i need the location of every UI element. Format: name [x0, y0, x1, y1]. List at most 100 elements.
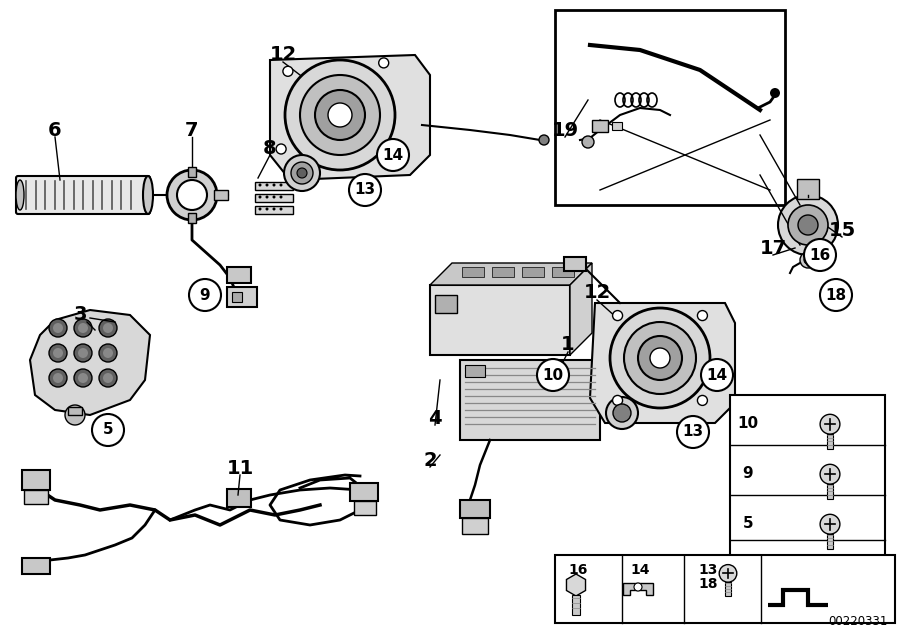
Bar [354, 501, 376, 515]
Circle shape [78, 348, 88, 358]
Circle shape [315, 90, 365, 140]
Bar [462, 267, 484, 277]
Bar [255, 182, 293, 190]
Bar [24, 490, 48, 504]
Circle shape [273, 184, 275, 186]
Circle shape [49, 319, 67, 337]
Circle shape [638, 336, 682, 380]
Circle shape [53, 348, 63, 358]
Circle shape [53, 373, 63, 383]
Circle shape [65, 405, 85, 425]
FancyBboxPatch shape [797, 179, 819, 199]
Circle shape [798, 215, 818, 235]
Text: 3: 3 [73, 305, 86, 324]
Text: 5: 5 [742, 516, 753, 530]
Bar [572, 595, 580, 615]
Bar [465, 365, 485, 377]
Text: 13: 13 [355, 183, 375, 198]
Bar [827, 434, 833, 450]
Bar [725, 582, 731, 596]
Bar [255, 194, 293, 202]
Circle shape [92, 414, 124, 446]
Polygon shape [590, 303, 735, 423]
Text: 15: 15 [828, 221, 856, 240]
Circle shape [258, 195, 262, 198]
Circle shape [582, 136, 594, 148]
Circle shape [283, 66, 293, 76]
Text: 6: 6 [49, 120, 62, 139]
Circle shape [266, 207, 268, 211]
Bar [612, 122, 622, 130]
Circle shape [291, 162, 313, 184]
Circle shape [99, 369, 117, 387]
Bar [214, 190, 228, 200]
Circle shape [377, 139, 409, 171]
Circle shape [820, 515, 840, 534]
Bar [188, 213, 196, 223]
Text: 10: 10 [737, 415, 759, 431]
Text: 18: 18 [698, 577, 717, 591]
Polygon shape [623, 583, 653, 595]
Text: 4: 4 [428, 408, 442, 427]
Circle shape [537, 359, 569, 391]
Circle shape [189, 279, 221, 311]
Polygon shape [30, 310, 150, 415]
Circle shape [74, 344, 92, 362]
Circle shape [677, 416, 709, 448]
Text: 14: 14 [706, 368, 727, 382]
FancyBboxPatch shape [16, 176, 150, 214]
Circle shape [650, 348, 670, 368]
Text: 13: 13 [698, 563, 717, 577]
Bar [827, 534, 833, 550]
FancyBboxPatch shape [227, 267, 251, 283]
Bar [462, 518, 488, 534]
Circle shape [606, 397, 638, 429]
Bar [232, 292, 242, 302]
Bar [460, 360, 600, 440]
Circle shape [99, 319, 117, 337]
Circle shape [770, 88, 780, 98]
Ellipse shape [143, 176, 153, 214]
Text: 11: 11 [227, 459, 254, 478]
Circle shape [78, 323, 88, 333]
FancyBboxPatch shape [227, 489, 251, 507]
Text: 7: 7 [185, 120, 199, 139]
Text: 13: 13 [682, 424, 704, 439]
Circle shape [276, 144, 286, 154]
Circle shape [804, 256, 812, 264]
Circle shape [285, 60, 395, 170]
Bar [492, 267, 514, 277]
Circle shape [701, 359, 733, 391]
Circle shape [379, 58, 389, 68]
Circle shape [103, 323, 113, 333]
Circle shape [613, 396, 623, 405]
Circle shape [820, 464, 840, 484]
Text: 8: 8 [263, 139, 277, 158]
Bar [522, 267, 544, 277]
Circle shape [328, 103, 352, 127]
Bar [255, 206, 293, 214]
Circle shape [394, 144, 404, 154]
FancyBboxPatch shape [564, 257, 586, 271]
Ellipse shape [167, 170, 217, 220]
Text: 12: 12 [583, 284, 610, 303]
Circle shape [266, 195, 268, 198]
Circle shape [820, 414, 840, 434]
FancyBboxPatch shape [227, 287, 257, 307]
Bar [22, 470, 50, 490]
Bar [555, 555, 895, 623]
Circle shape [610, 308, 710, 408]
Text: 16: 16 [809, 247, 831, 263]
Bar [188, 167, 196, 177]
Bar [827, 484, 833, 499]
Circle shape [804, 239, 836, 271]
Bar [430, 285, 570, 355]
Circle shape [74, 319, 92, 337]
Ellipse shape [634, 583, 642, 591]
Circle shape [698, 310, 707, 321]
Circle shape [613, 404, 631, 422]
Text: 2: 2 [423, 450, 436, 469]
Circle shape [300, 75, 380, 155]
Circle shape [258, 184, 262, 186]
Circle shape [820, 279, 852, 311]
